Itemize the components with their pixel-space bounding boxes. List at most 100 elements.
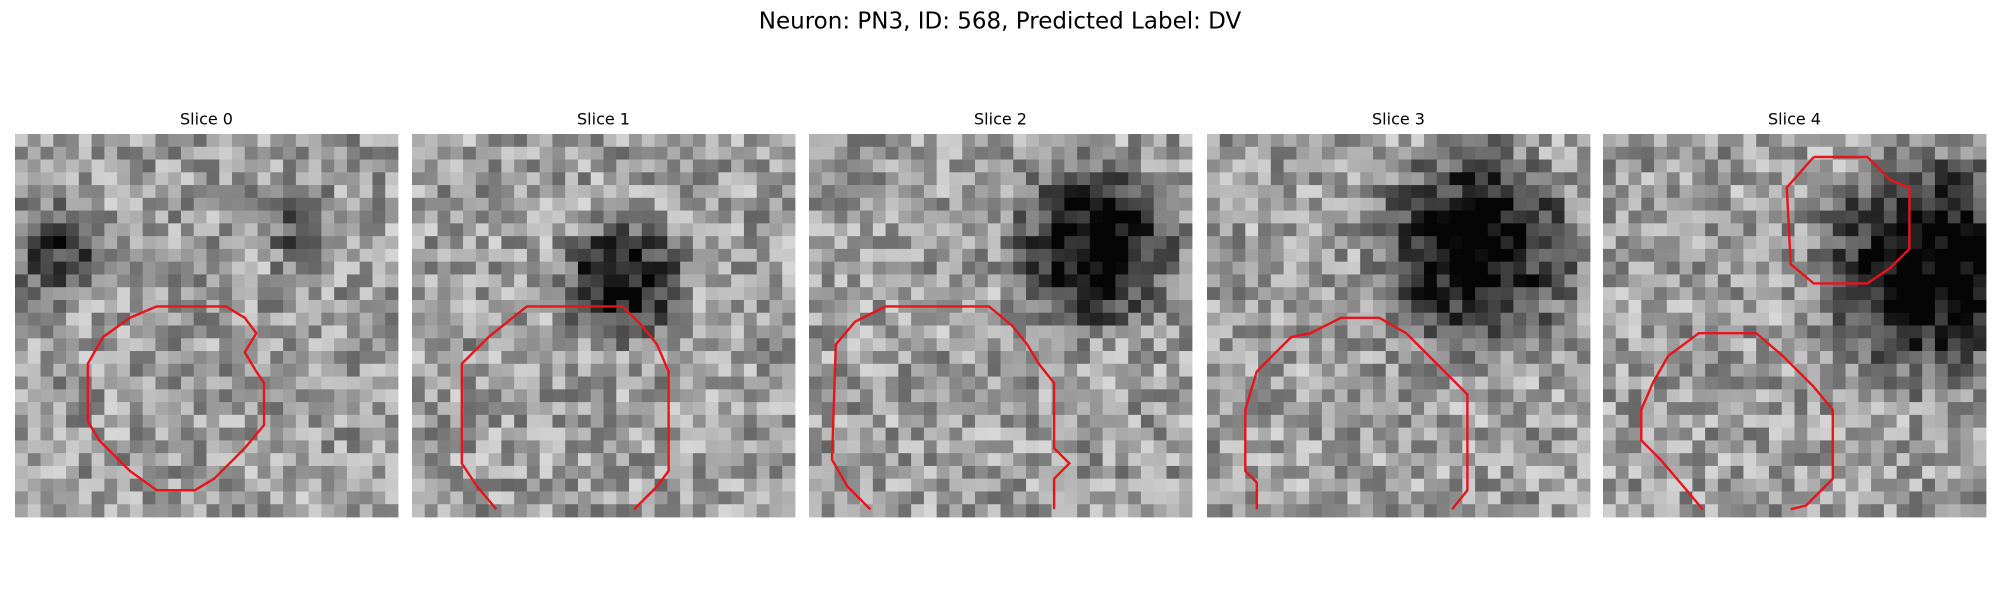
- pixel: [1730, 210, 1744, 224]
- pixel: [1654, 210, 1668, 224]
- pixel: [193, 248, 207, 263]
- pixel: [885, 210, 899, 224]
- pixel: [577, 197, 592, 211]
- pixel: [1960, 236, 1974, 250]
- pixel: [1424, 325, 1438, 339]
- pixel: [1179, 325, 1193, 339]
- pixel: [616, 453, 630, 467]
- pixel: [155, 248, 169, 263]
- pixel: [475, 351, 489, 365]
- pixel: [27, 427, 41, 441]
- pixel: [526, 478, 541, 492]
- pixel: [1883, 440, 1898, 454]
- pixel: [718, 146, 732, 160]
- pixel: [1424, 338, 1438, 352]
- pixel: [1909, 465, 1923, 480]
- pixel: [898, 223, 912, 237]
- pixel: [219, 325, 233, 339]
- pixel: [1717, 491, 1732, 505]
- pixel: [1730, 338, 1744, 352]
- pixel: [1794, 172, 1808, 186]
- pixel: [1705, 248, 1719, 263]
- pixel: [680, 491, 694, 505]
- pixel: [1756, 159, 1770, 173]
- pixel: [577, 351, 592, 365]
- pixel: [987, 440, 1001, 454]
- pixel: [1475, 274, 1489, 288]
- pixel: [346, 402, 361, 416]
- pixel: [1934, 274, 1949, 288]
- pixel: [1013, 351, 1027, 365]
- pixel: [629, 325, 643, 339]
- pixel: [1500, 197, 1514, 211]
- pixel: [603, 146, 617, 160]
- pixel: [743, 325, 758, 339]
- pixel: [821, 261, 835, 275]
- pixel: [437, 287, 451, 301]
- pixel: [129, 338, 144, 352]
- pixel: [193, 172, 207, 186]
- pixel: [1909, 134, 1923, 148]
- pixel: [1756, 312, 1770, 326]
- pixel: [731, 274, 745, 288]
- pixel: [616, 414, 630, 429]
- pixel: [1947, 248, 1961, 263]
- pixel: [359, 414, 373, 429]
- pixel: [1679, 159, 1693, 173]
- pixel: [1064, 146, 1078, 160]
- pixel: [321, 389, 335, 403]
- image-panel: [1207, 134, 1591, 518]
- pixel: [641, 478, 655, 492]
- pixel: [936, 453, 950, 467]
- pixel: [1705, 376, 1719, 390]
- pixel: [475, 134, 489, 148]
- pixel: [385, 236, 399, 250]
- pixel: [1692, 414, 1706, 429]
- pixel: [1883, 134, 1898, 148]
- pixel: [1845, 402, 1859, 416]
- pixel: [168, 363, 182, 377]
- pixel: [1013, 389, 1027, 403]
- pixel: [1051, 465, 1065, 480]
- pixel: [1296, 210, 1310, 224]
- pixel: [1026, 159, 1040, 173]
- pixel: [1730, 376, 1744, 390]
- pixel: [1411, 478, 1425, 492]
- pixel: [1270, 287, 1284, 301]
- pixel: [552, 478, 566, 492]
- pixel: [1283, 312, 1297, 326]
- pixel: [437, 453, 451, 467]
- pixel: [962, 402, 976, 416]
- pixel: [974, 427, 989, 441]
- pixel: [1283, 248, 1297, 263]
- pixel: [1781, 440, 1795, 454]
- pixel: [1781, 465, 1795, 480]
- pixel: [1462, 274, 1476, 288]
- pixel: [1179, 134, 1193, 148]
- pixel: [321, 440, 335, 454]
- pixel: [1321, 197, 1336, 211]
- pixel: [1372, 287, 1387, 301]
- pixel: [1947, 504, 1961, 518]
- pixel: [1883, 325, 1898, 339]
- pixel: [117, 402, 131, 416]
- pixel: [1883, 351, 1898, 365]
- pixel: [129, 465, 144, 480]
- pixel: [385, 363, 399, 377]
- pixel: [1947, 478, 1961, 492]
- pixel: [1973, 172, 1987, 186]
- pixel: [860, 376, 874, 390]
- pixel: [1296, 414, 1310, 429]
- pixel: [1896, 210, 1910, 224]
- pixel: [731, 172, 745, 186]
- pixel: [1038, 210, 1052, 224]
- pixel: [1794, 210, 1808, 224]
- pixel: [1768, 287, 1783, 301]
- pixel: [590, 338, 604, 352]
- pixel: [1051, 159, 1065, 173]
- pixel: [308, 465, 322, 480]
- pixel: [1768, 389, 1783, 403]
- pixel: [616, 402, 630, 416]
- pixel: [847, 197, 861, 211]
- pixel: [1334, 491, 1348, 505]
